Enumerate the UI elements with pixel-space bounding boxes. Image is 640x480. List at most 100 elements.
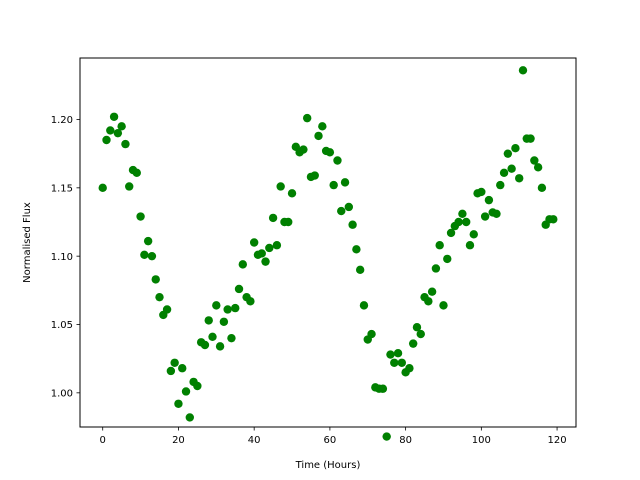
data-point [333,156,342,165]
data-point [106,126,115,135]
data-point [435,241,444,250]
data-point [549,215,558,224]
data-point [178,364,187,373]
y-tick-label: 1.05 [51,320,73,331]
data-point [302,113,312,123]
data-point [454,217,463,227]
data-point [318,122,327,131]
data-point [261,257,270,266]
data-point [162,305,172,314]
data-point [246,297,255,306]
data-point [390,358,399,367]
data-point [405,364,414,373]
data-point [530,156,539,165]
data-point [355,265,365,275]
data-point [352,245,361,254]
y-tick-label: 1.20 [51,115,73,126]
data-point [227,333,236,343]
data-point [412,323,422,332]
data-point [393,349,403,358]
data-point [329,180,338,190]
data-point [234,284,244,294]
data-point [314,131,323,141]
data-point [462,217,471,227]
data-point [496,180,505,190]
data-point [204,316,213,325]
data-point [469,230,478,239]
data-point [310,171,319,180]
data-point [515,174,524,183]
data-point [265,243,274,253]
data-point [458,209,467,218]
data-point [503,149,513,158]
data-point [537,183,547,193]
data-point [121,139,130,149]
data-point [359,301,369,310]
data-point [219,317,229,326]
data-point [276,182,285,191]
data-point [102,135,111,145]
data-point [427,287,437,296]
data-point [151,275,160,284]
data-point [231,303,240,313]
data-point [367,329,376,339]
data-point [446,228,456,238]
data-point [223,305,232,314]
x-axis-label: Time (Hours) [295,460,361,471]
data-points [98,66,558,441]
data-point [287,189,297,198]
data-point [166,366,176,376]
data-point [507,164,516,173]
data-point [299,145,308,154]
plot-frame [79,57,577,428]
data-point [416,329,425,339]
data-point [272,241,282,250]
data-point [174,399,183,408]
x-axis-ticks: 0 20 40 60 80 100 120 [100,427,567,446]
y-tick-label: 1.15 [51,183,73,194]
data-point [526,134,535,143]
y-tick-label: 1.00 [51,388,73,399]
data-point [443,254,452,264]
data-point [238,260,248,269]
data-point [348,220,357,229]
data-point [533,163,543,172]
data-point [284,217,293,227]
data-point [382,432,391,441]
data-point [155,292,164,302]
data-point [215,342,225,351]
data-point [249,238,259,247]
data-point [431,264,441,273]
data-point [125,182,134,191]
data-point [113,128,123,138]
x-tick-label: 60 [324,435,337,446]
data-point [408,339,418,348]
data-point [132,168,141,177]
data-point [511,144,520,153]
data-point [344,202,354,212]
y-axis-label: Normalised Flux [22,202,33,283]
x-tick-label: 80 [399,435,412,446]
x-tick-label: 120 [548,435,567,446]
data-point [257,249,266,258]
data-point [147,251,157,261]
data-point [386,350,395,359]
x-tick-label: 40 [248,435,261,446]
x-tick-label: 0 [100,435,106,446]
data-point [208,332,217,341]
data-point [465,241,475,250]
data-point [477,187,486,197]
data-point [268,213,278,223]
data-point [143,236,153,246]
data-point [340,178,350,187]
data-point [499,168,509,177]
data-point [185,413,194,422]
data-point [117,122,126,131]
data-point [337,206,346,216]
data-point [424,297,433,306]
x-tick-label: 20 [172,435,185,446]
y-axis-ticks: 1.00 1.05 1.10 1.15 1.20 [51,115,80,399]
data-point [109,112,119,121]
